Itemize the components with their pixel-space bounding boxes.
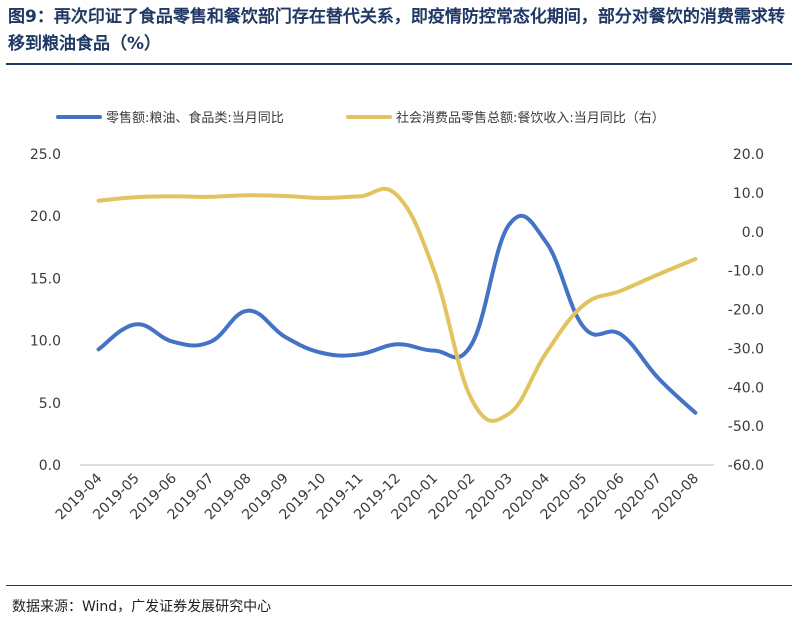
y-right-tick-label: -20.0 [728, 303, 764, 319]
y-right-tick-label: -10.0 [728, 264, 764, 280]
chart-title: 图9：再次印证了食品零售和餐饮部门存在替代关系，即疫情防控常态化期间，部分对餐饮… [8, 7, 785, 54]
legend-label: 社会消费品零售总额:餐饮收入:当月同比（右） [396, 110, 665, 126]
source-note: 数据来源：Wind，广发证券发展研究中心 [12, 599, 272, 615]
y-right-tick-label: -50.0 [728, 419, 764, 435]
legend-label: 零售额:粮油、食品类:当月同比 [106, 110, 284, 126]
y-left-tick-label: 20.0 [30, 209, 61, 225]
legend: 零售额:粮油、食品类:当月同比 社会消费品零售总额:餐饮收入:当月同比（右） [56, 110, 665, 126]
y-right-tick-label: -60.0 [728, 458, 764, 474]
y-left-tick-label: 10.0 [30, 334, 61, 350]
axes: 0.0 5.0 10.0 15.0 20.0 25.0 -60.0 -50.0 -40.0 -30… [30, 147, 764, 523]
title-divider [6, 63, 792, 65]
y-right-tick-label: 10.0 [733, 186, 764, 202]
y-right-tick-label: -40.0 [728, 380, 764, 396]
y-right-tick-label: 0.0 [742, 225, 764, 241]
y-left-tick-label: 5.0 [39, 396, 61, 412]
y-left-tick-label: 0.0 [39, 458, 61, 474]
footer-divider [6, 585, 792, 586]
y-right-tick-label: 20.0 [733, 147, 764, 163]
series-lines [96, 186, 698, 423]
series-line-1 [96, 213, 698, 415]
y-left-tick-label: 25.0 [30, 147, 61, 163]
y-right-tick-label: -30.0 [728, 341, 764, 357]
series-line-2 [96, 186, 698, 423]
y-left-tick-label: 15.0 [30, 271, 61, 287]
